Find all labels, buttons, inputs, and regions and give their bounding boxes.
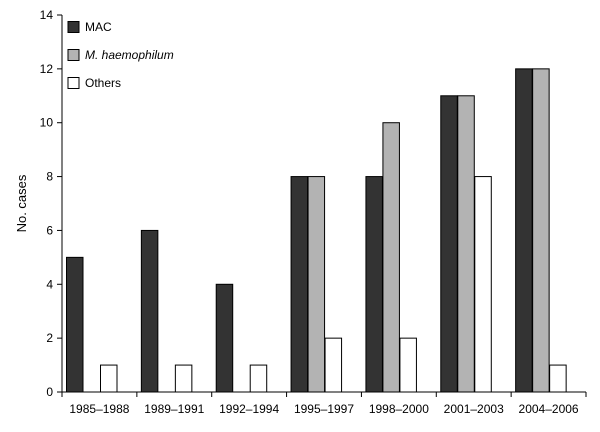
legend-label-mac: MAC [85,20,112,34]
axes-layer: 0 2 4 6 8 10 12 14 1985–1988 1989–1991 1992–1994 19… [40,8,587,416]
y-tick-label-8: 8 [46,170,53,184]
x-tick-label-1: 1989–1991 [144,402,204,416]
bar-m-haemophilum-5 [457,95,475,393]
x-tick-label-2: 1992–1994 [219,402,279,416]
bar-others-3 [324,337,343,393]
bar-mac-1 [140,229,159,393]
y-tick-label-2: 2 [46,331,53,345]
x-tick-label-6: 2004–2006 [519,402,579,416]
y-tick-label-4: 4 [46,277,53,291]
y-axis-title: No. cases [14,174,29,232]
legend: MAC M. haemophilum Others [67,20,174,90]
bar-mac-6 [515,68,533,393]
bar-others-4 [399,337,417,393]
bar-mac-5 [440,95,458,393]
bar-mac-4 [365,176,383,393]
legend-swatch-mac [67,21,80,33]
x-tick-label-3: 1995–1997 [294,402,354,416]
y-tick-label-0: 0 [46,385,53,399]
y-tick-label-14: 14 [40,8,54,22]
bar-others-0 [100,364,118,393]
bar-others-2 [249,364,268,393]
legend-swatch-m-haemophilum [67,49,80,61]
y-tick-label-12: 12 [40,62,54,76]
bar-m-haemophilum-3 [307,176,326,393]
bar-others-6 [549,364,567,393]
legend-label-others: Others [85,76,121,90]
x-tick-label-5: 2001–2003 [444,402,504,416]
x-tick-label-0: 1985–1988 [69,402,129,416]
y-tick-label-6: 6 [46,223,53,237]
bars-layer [66,68,567,393]
x-tick-label-4: 1998–2000 [369,402,429,416]
bar-m-haemophilum-4 [382,122,400,393]
bar-others-5 [474,176,492,393]
bar-m-haemophilum-6 [532,68,550,393]
legend-swatch-others [67,77,80,89]
y-tick-label-10: 10 [40,116,54,130]
bar-mac-0 [66,256,84,393]
legend-label-m-haemophilum: M. haemophilum [85,48,174,62]
bar-mac-2 [215,283,234,393]
bar-others-1 [174,364,193,393]
bar-mac-3 [290,176,309,393]
